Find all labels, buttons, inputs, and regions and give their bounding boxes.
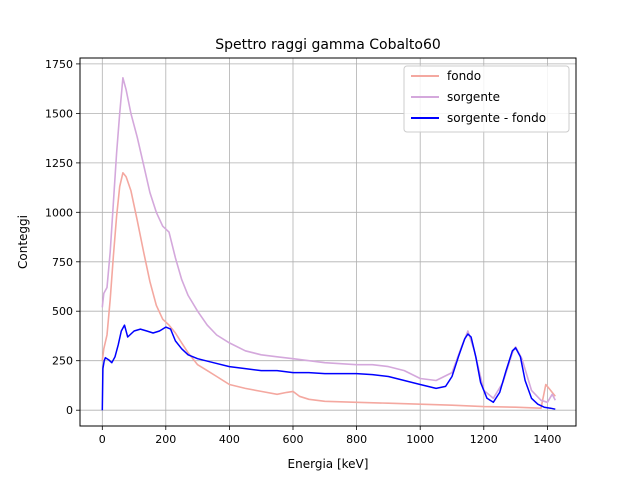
x-tick-label: 1000 (406, 433, 434, 446)
ticks: 0 200 400 600 800 1000 1200 1400 0 250 500 750 1000 1… (45, 58, 561, 446)
series-line-fondo (101, 172, 556, 410)
x-tick-label: 400 (219, 433, 240, 446)
y-tick-label: 0 (66, 404, 73, 417)
y-axis-label: Conteggi (16, 215, 30, 269)
y-tick-label: 750 (52, 256, 73, 269)
series-layer (101, 77, 557, 411)
x-tick-label: 200 (155, 433, 176, 446)
x-tick-label: 800 (346, 433, 367, 446)
x-tick-label: 1400 (533, 433, 561, 446)
chart-title: Spettro raggi gamma Cobalto60 (215, 37, 441, 53)
x-axis-label: Energia [keV] (288, 457, 369, 471)
y-tick-label: 1750 (45, 58, 73, 71)
series-line-sorgente-fondo (101, 324, 556, 411)
y-tick-label: 1250 (45, 157, 73, 170)
legend-box (403, 65, 570, 133)
legend-label-sorgente: sorgente (447, 90, 500, 104)
y-tick-label: 500 (52, 305, 73, 318)
legend-label-sorgente-fondo: sorgente - fondo (447, 111, 546, 125)
y-tick-label: 250 (52, 355, 73, 368)
y-tick-label: 1000 (45, 206, 73, 219)
x-tick-label: 600 (283, 433, 304, 446)
series-line-sorgente (101, 77, 557, 404)
x-tick-label: 1200 (470, 433, 498, 446)
legend: fondo sorgente sorgente - fondo (403, 65, 570, 133)
legend-label-fondo: fondo (447, 69, 481, 83)
axes-frame (79, 57, 577, 427)
y-tick-label: 1500 (45, 107, 73, 120)
x-tick-label: 0 (99, 433, 106, 446)
